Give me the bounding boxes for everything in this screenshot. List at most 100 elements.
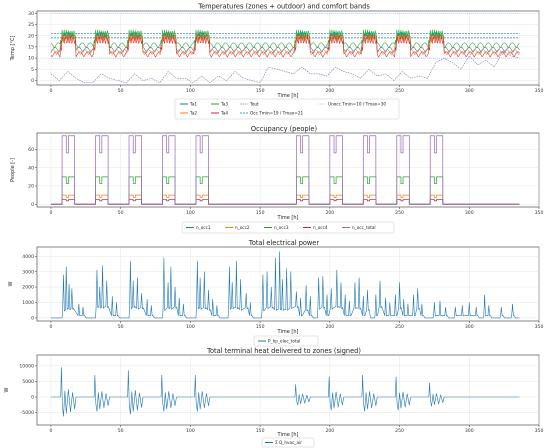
x-tick-label: 50 (118, 428, 124, 434)
legend-entry-tout: Tout (249, 102, 259, 107)
x-tick-label: 100 (186, 428, 195, 434)
panel-terminal-heat: Total terminal heat delivered to zones (… (4, 347, 544, 448)
chart-title: Total electrical power (248, 239, 319, 247)
x-axis-label: Time [h] (277, 215, 299, 221)
legend-box (253, 335, 319, 347)
x-tick-label: 350 (535, 88, 544, 94)
legend: P_hp_elec_total (253, 335, 319, 347)
y-tick-label: 4000 (22, 254, 34, 260)
y-tick-label: 20 (28, 33, 34, 39)
legend-entry-n-occ3: n_occ3 (274, 225, 289, 230)
y-tick-label: 3000 (22, 269, 34, 275)
x-tick-label: 300 (465, 324, 474, 330)
y-tick-label: 0 (31, 202, 34, 208)
zone-temp-line-ta4 (50, 36, 520, 58)
legend-box (261, 437, 315, 448)
legend-entry-n-occ-total: n_occ_total (352, 225, 376, 230)
x-tick-label: 150 (256, 428, 265, 434)
y-tick-label: 10000 (19, 363, 34, 369)
legend-entry-ta4: Ta4 (220, 111, 228, 116)
occupancy-line-n-occ1 (50, 199, 520, 205)
y-tick-label: 40 (28, 165, 34, 171)
x-tick-label: 0 (49, 210, 52, 216)
plot-frame (36, 354, 540, 426)
y-tick-label: -5000 (21, 410, 34, 416)
legend: Ta1 Ta2 Ta3 Ta4 Tout Occ Tmin=19 / Tmax=… (174, 98, 400, 120)
occupancy-line-n-occ3 (50, 176, 520, 205)
y-tick-label: 0 (31, 78, 34, 84)
legend-entry-occ-band: Occ Tmin=19 / Tmax=21 (250, 111, 303, 116)
zone-temp-line-ta1 (50, 31, 520, 53)
legend-entry-ta3: Ta3 (220, 102, 228, 107)
x-tick-label: 150 (256, 88, 265, 94)
x-tick-label: 300 (465, 428, 474, 434)
x-axis-label: Time [h] (277, 329, 299, 335)
legend-entry-n-occ4: n_occ4 (313, 225, 328, 230)
x-tick-label: 100 (186, 88, 195, 94)
chart-title: Temperatures (zones + outdoor) and comfo… (197, 3, 370, 11)
x-tick-label: 50 (118, 88, 124, 94)
y-tick-label: 15 (28, 44, 34, 50)
legend: n_occ1 n_occ2 n_occ3 n_occ4 n_occ_total (181, 221, 395, 234)
y-tick-label: 5 (31, 67, 34, 73)
y-axis-label: W (4, 387, 10, 392)
y-tick-label: 5000 (22, 379, 34, 385)
plot-frame (36, 132, 540, 208)
legend-entry-q-hvac-air: Σ Q_hvac_air (275, 440, 302, 445)
x-tick-label: 50 (118, 324, 124, 330)
legend-entry-unocc-band: Unocc Tmin=10 / Tmax=30 (328, 102, 386, 107)
x-tick-label: 200 (325, 210, 334, 216)
x-tick-label: 100 (186, 210, 195, 216)
x-tick-label: 50 (118, 210, 124, 216)
x-tick-label: 0 (49, 324, 52, 330)
legend-box (181, 221, 395, 234)
x-tick-label: 150 (256, 324, 265, 330)
x-tick-label: 200 (325, 324, 334, 330)
y-tick-label: 60 (28, 147, 34, 153)
y-tick-label: 0 (31, 316, 34, 322)
power-line-p-hp-elec-total (50, 251, 520, 319)
y-axis-label: Temp [°C] (10, 36, 16, 62)
occupancy-line-n-occ4 (50, 199, 520, 205)
x-axis-label: Time [h] (277, 432, 299, 438)
x-tick-label: 150 (256, 210, 265, 216)
legend-entry-p-hp-elec-total: P_hp_elec_total (268, 339, 300, 344)
chart-title: Total terminal heat delivered to zones (… (206, 347, 361, 355)
x-tick-label: 250 (395, 88, 404, 94)
legend-entry-ta1: Ta1 (189, 102, 197, 107)
x-axis-label: Time [h] (277, 93, 299, 99)
occupancy-line-n-occ-total (50, 135, 520, 205)
x-tick-label: 0 (49, 88, 52, 94)
x-tick-label: 100 (186, 324, 195, 330)
panel-occupancy: Occupancy (people) 0 50 100 150 200 250 300 350… (10, 125, 544, 234)
y-axis-label: People [-] (10, 158, 16, 182)
x-tick-label: 350 (535, 324, 544, 330)
x-tick-label: 300 (465, 210, 474, 216)
x-tick-label: 300 (465, 88, 474, 94)
x-tick-label: 200 (325, 88, 334, 94)
heat-line-q-hvac-air (50, 367, 520, 417)
legend-entry-ta2: Ta2 (189, 111, 197, 116)
y-tick-label: 0 (31, 395, 34, 401)
y-tick-label: 20 (28, 184, 34, 190)
x-tick-label: 250 (395, 324, 404, 330)
x-tick-label: 200 (325, 428, 334, 434)
chart-title: Occupancy (people) (251, 125, 317, 133)
y-tick-label: 30 (28, 11, 34, 17)
x-tick-label: 250 (395, 210, 404, 216)
legend-entry-n-occ2: n_occ2 (235, 225, 250, 230)
x-tick-label: 350 (535, 210, 544, 216)
occupancy-line-n-occ2 (50, 194, 520, 205)
y-tick-label: 10 (28, 56, 34, 62)
x-tick-label: 0 (49, 428, 52, 434)
panel-temperatures: Temperatures (zones + outdoor) and comfo… (10, 3, 543, 120)
zone-temp-line-ta3 (50, 29, 520, 49)
x-tick-label: 250 (395, 428, 404, 434)
y-axis-label: W (8, 281, 14, 286)
x-tick-label: 350 (535, 428, 544, 434)
legend: Σ Q_hvac_air (261, 437, 315, 448)
y-tick-label: 25 (28, 22, 34, 28)
legend-entry-n-occ1: n_occ1 (196, 225, 211, 230)
outdoor-temp-line (50, 51, 520, 84)
